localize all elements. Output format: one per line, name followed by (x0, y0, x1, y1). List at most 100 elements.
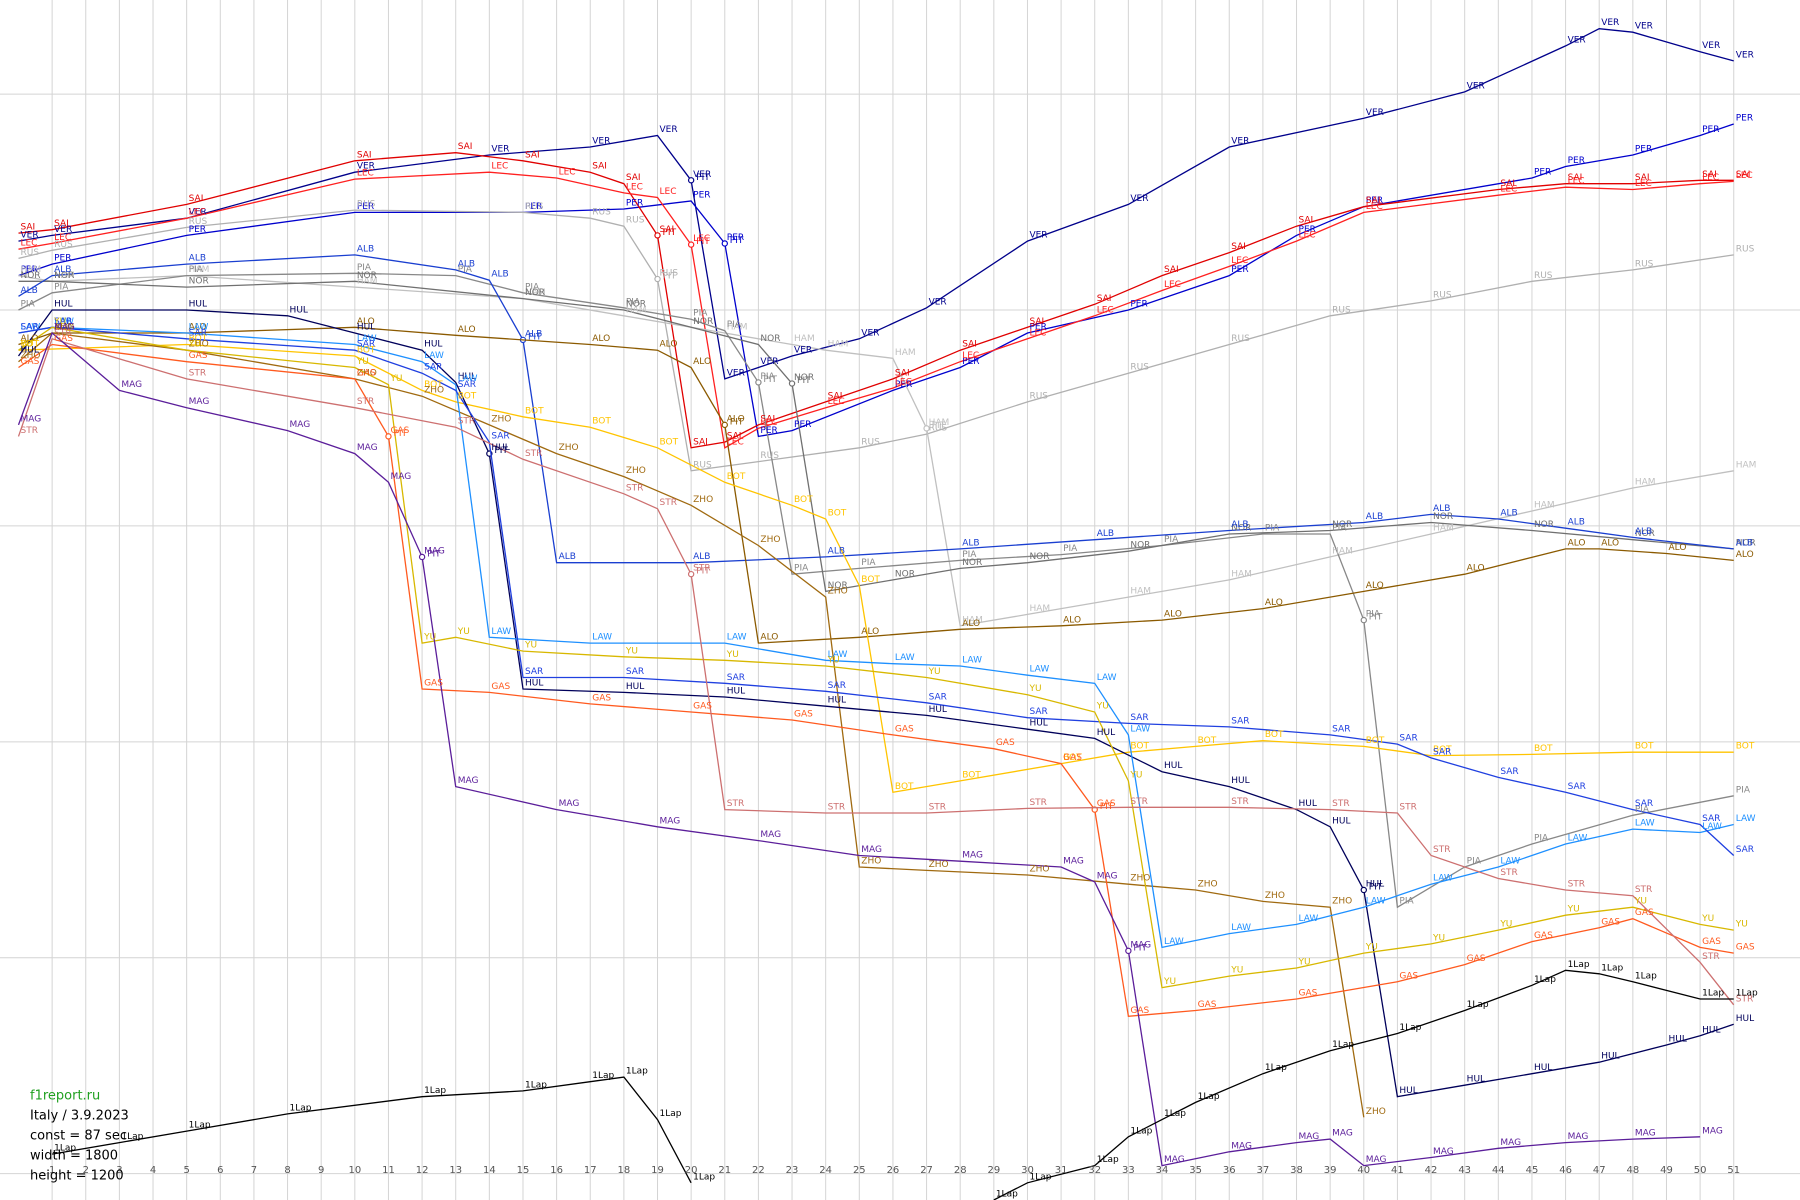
point-label: MAG (1332, 1129, 1353, 1139)
point-label: ZHO (929, 860, 949, 870)
note: Italy / 3.9.2023 (30, 1109, 129, 1124)
x-tick-label: 34 (1156, 1165, 1169, 1176)
point-label: 1Lap (1265, 1063, 1287, 1073)
point-label: LEC (895, 378, 912, 388)
point-label: SAI (357, 150, 372, 160)
point-label: SAR (1736, 845, 1754, 855)
point-label: PIA (1534, 834, 1549, 844)
point-label: SAI (20, 223, 35, 233)
point-label: MAG (559, 799, 580, 809)
point-label: PIA (525, 282, 540, 292)
point-label: SAR (1231, 716, 1249, 726)
x-tick-label: 33 (1122, 1165, 1135, 1176)
series-line (17, 337, 1735, 1006)
series-line (51, 969, 1734, 1200)
point-label: YU (1163, 977, 1176, 987)
point-label: 1Lap (1332, 1040, 1354, 1050)
point-label: STR (54, 328, 71, 338)
point-label: HAM (1029, 604, 1050, 614)
pit-marker (385, 433, 392, 440)
point-label: NOR (1130, 541, 1150, 551)
point-label: YU (457, 627, 470, 637)
point-label: SAR (828, 681, 846, 691)
point-label: RUS (592, 208, 611, 218)
series-line (18, 209, 1734, 472)
point-label: SAI (962, 340, 977, 350)
point-label: NOR (895, 569, 915, 579)
point-label: 1Lap (1635, 971, 1657, 981)
point-label: HAM (20, 265, 41, 275)
point-label: YU (1365, 943, 1378, 953)
point-label: ZHO (54, 323, 74, 333)
pit-label: PIT (528, 332, 542, 342)
pit-label: PIT (393, 429, 407, 439)
point-label: PER (54, 254, 71, 264)
point-label: ZHO (491, 414, 511, 424)
point-label: ALO (727, 414, 745, 424)
point-label: VER (189, 208, 207, 218)
point-label: PIA (861, 558, 876, 568)
point-label: VER (861, 328, 879, 338)
x-tick-label: 3 (116, 1165, 122, 1176)
point-label: HAM (1635, 478, 1656, 488)
point-label: LAW (727, 633, 747, 643)
point-label: LEC (1299, 231, 1316, 241)
point-label: LAW (1366, 897, 1386, 907)
pit-marker (418, 553, 426, 561)
point-label: PER (760, 426, 777, 436)
point-label: ZHO (861, 856, 881, 866)
point-label: NOR (1635, 529, 1655, 539)
point-label: RUS (760, 451, 779, 461)
point-label: STR (189, 368, 206, 378)
point-label: PER (1231, 265, 1248, 275)
pit-marker (687, 177, 695, 184)
point-label: VER (1029, 231, 1047, 241)
point-label: ALO (54, 323, 72, 333)
x-tick-label: 39 (1324, 1165, 1337, 1176)
series-line (18, 343, 1734, 1017)
point-label: STR (1029, 798, 1046, 808)
point-label: LAW (1702, 822, 1722, 832)
x-tick-label: 20 (685, 1165, 698, 1176)
series-line (18, 123, 1734, 438)
point-label: HUL (290, 305, 308, 315)
point-label: HUL (1534, 1063, 1552, 1073)
point-label: SAI (1500, 179, 1515, 189)
point-label: NOR (1534, 520, 1554, 530)
point-label: NOR (525, 288, 545, 298)
point-label: GAS (20, 357, 39, 367)
point-label: PER (727, 233, 744, 243)
x-tick-label: 2 (83, 1165, 89, 1176)
point-label: SAR (525, 667, 543, 677)
point-label: LEC (1702, 173, 1719, 183)
point-label: STR (1635, 885, 1652, 895)
point-label: GAS (390, 426, 409, 436)
point-label: 1Lap (693, 1172, 715, 1182)
point-label: GAS (54, 334, 73, 344)
pit-marker (923, 425, 930, 432)
point-label: HUL (54, 300, 72, 310)
point-label: SAI (895, 368, 910, 378)
point-label: ALO (20, 334, 38, 344)
point-label: ALO (1668, 543, 1686, 553)
point-label: YU (1298, 958, 1311, 968)
point-label: ZHO (760, 535, 780, 545)
series-line (18, 326, 1734, 949)
point-label: 1Lap (1534, 975, 1556, 985)
point-label: SAR (20, 323, 38, 333)
point-label: PER (794, 420, 811, 430)
pit-label: PIT (797, 376, 811, 386)
point-label: SAR (929, 692, 947, 702)
point-label: YU (1735, 920, 1748, 930)
x-tick-label: 4 (150, 1165, 156, 1176)
point-label: ALO (962, 619, 980, 629)
point-label: STR (525, 449, 542, 459)
point-label: VER (1635, 22, 1653, 32)
point-label: MAG (189, 397, 210, 407)
point-label: LAW (828, 650, 848, 660)
point-label: LAW (357, 334, 377, 344)
point-label: 1Lap (1568, 960, 1590, 970)
point-label: LEC (660, 187, 677, 197)
point-label: ALB (559, 552, 576, 562)
point-label: ALB (20, 286, 37, 296)
